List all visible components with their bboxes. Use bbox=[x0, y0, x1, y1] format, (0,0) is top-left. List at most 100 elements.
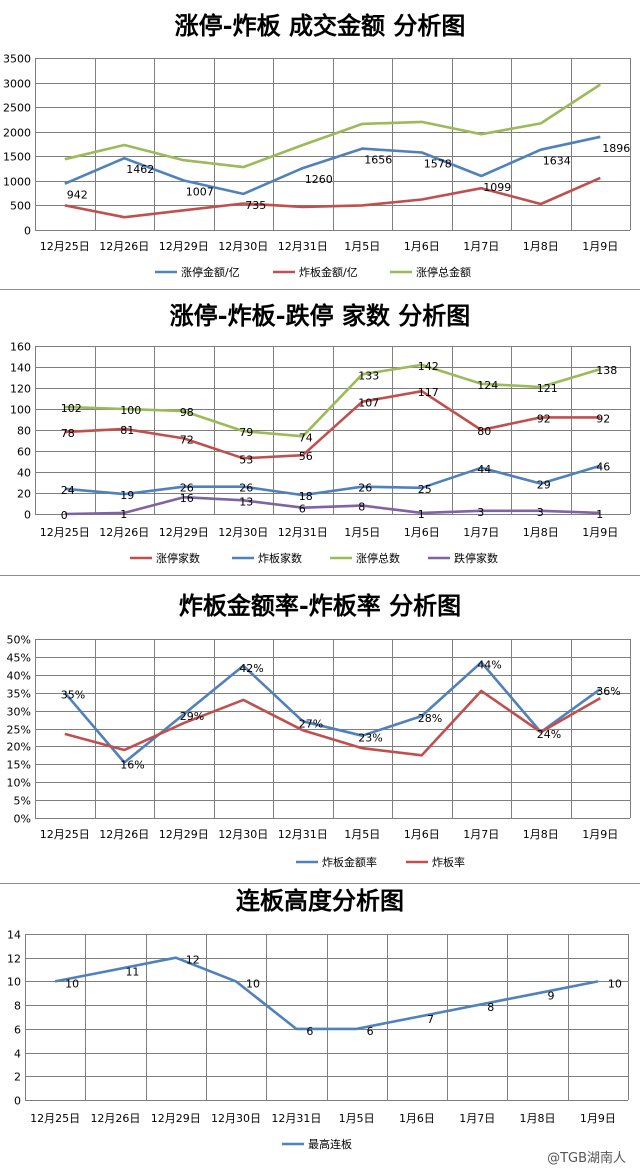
chart-panel-count: 涨停-炸板-跌停 家数 分析图 0 20 40 60 80 100 120 140 160 12月2… bbox=[0, 290, 640, 574]
data-label: 0 bbox=[61, 509, 68, 522]
data-label: 35% bbox=[61, 689, 85, 702]
x-tick-label: 1月6日 bbox=[404, 526, 440, 539]
x-tick-label: 1月9日 bbox=[582, 240, 618, 253]
data-label: 12 bbox=[186, 954, 200, 967]
y-tick-label: 14 bbox=[7, 929, 21, 942]
y-tick-label: 4 bbox=[14, 1048, 21, 1061]
y-tick-label: 1000 bbox=[3, 176, 31, 189]
series-line bbox=[64, 135, 601, 196]
data-label: 9 bbox=[548, 989, 555, 1002]
chart-title: 涨停-炸板 成交金额 分析图 bbox=[175, 11, 466, 40]
y-tick-label: 30% bbox=[7, 706, 31, 719]
data-label: 1656 bbox=[364, 154, 392, 167]
data-label: 46 bbox=[596, 461, 610, 474]
x-tick-label: 1月9日 bbox=[580, 1112, 616, 1125]
y-tick-label: 100 bbox=[10, 404, 31, 417]
chart-panel-height: 连板高度分析图 0 2 4 6 8 10 12 14 12月25日 12月26日 12月29日 12月3… bbox=[0, 884, 640, 1170]
series-line bbox=[64, 464, 601, 497]
y-tick-label: 120 bbox=[10, 383, 31, 396]
x-tick-label: 1月7日 bbox=[463, 526, 499, 539]
x-tick-label: 1月8日 bbox=[520, 1112, 556, 1125]
x-tick-label: 12月26日 bbox=[99, 526, 149, 539]
x-tick-label: 12月30日 bbox=[218, 240, 268, 253]
data-label: 100 bbox=[120, 404, 141, 417]
x-tick-label: 12月30日 bbox=[218, 526, 268, 539]
data-label: 8 bbox=[358, 501, 365, 514]
data-label: 1 bbox=[418, 508, 425, 521]
data-label: 8 bbox=[487, 1001, 494, 1014]
data-label: 26 bbox=[180, 482, 194, 495]
data-label: 6 bbox=[306, 1025, 313, 1038]
data-label: 942 bbox=[67, 189, 88, 202]
data-label: 80 bbox=[477, 425, 491, 438]
data-label: 10 bbox=[246, 977, 260, 990]
data-label: 121 bbox=[537, 382, 558, 395]
legend-label: 涨停家数 bbox=[156, 551, 200, 565]
data-label: 1260 bbox=[305, 173, 333, 186]
data-label: 56 bbox=[299, 450, 313, 463]
data-label: 26 bbox=[239, 482, 253, 495]
divider bbox=[0, 289, 640, 290]
legend-label: 涨停金额/亿 bbox=[181, 265, 240, 279]
x-tick-label: 12月26日 bbox=[99, 828, 149, 841]
x-tick-label: 1月8日 bbox=[523, 828, 559, 841]
x-tick-label: 12月30日 bbox=[218, 828, 268, 841]
data-label: 29 bbox=[537, 479, 551, 492]
data-label: 1 bbox=[596, 508, 603, 521]
data-label: 107 bbox=[358, 397, 379, 410]
y-tick-label: 2000 bbox=[3, 127, 31, 140]
x-tick-label: 1月9日 bbox=[582, 828, 618, 841]
x-tick-label: 1月5日 bbox=[344, 828, 380, 841]
series-line bbox=[54, 956, 599, 1031]
data-label: 44 bbox=[477, 463, 491, 476]
y-tick-label: 500 bbox=[10, 200, 31, 213]
x-tick-label: 12月25日 bbox=[30, 1112, 80, 1125]
x-tick-label: 1月6日 bbox=[399, 1112, 435, 1125]
legend-label: 涨停总数 bbox=[356, 551, 400, 565]
y-tick-label: 45% bbox=[7, 652, 31, 665]
data-label: 92 bbox=[537, 412, 551, 425]
data-label: 44% bbox=[477, 658, 501, 671]
data-label: 124 bbox=[477, 379, 498, 392]
data-label: 74 bbox=[299, 431, 313, 444]
data-label: 29% bbox=[180, 710, 204, 723]
data-label: 27% bbox=[299, 717, 323, 730]
y-tick-label: 3000 bbox=[3, 78, 31, 91]
chart-title: 连板高度分析图 bbox=[236, 886, 404, 915]
y-tick-label: 12 bbox=[7, 953, 21, 966]
legend-label: 跌停家数 bbox=[454, 551, 498, 565]
data-label: 102 bbox=[61, 402, 82, 415]
data-label: 19 bbox=[120, 489, 134, 502]
x-tick-label: 1月7日 bbox=[463, 240, 499, 253]
y-tick-label: 10% bbox=[7, 777, 31, 790]
data-label: 735 bbox=[245, 199, 266, 212]
data-label: 98 bbox=[180, 406, 194, 419]
data-label: 3 bbox=[477, 506, 484, 519]
series-line bbox=[64, 363, 601, 438]
data-label: 6 bbox=[299, 503, 306, 516]
y-tick-label: 3500 bbox=[3, 53, 31, 66]
data-label: 138 bbox=[596, 364, 617, 377]
y-tick-label: 5% bbox=[14, 795, 31, 808]
x-tick-label: 1月8日 bbox=[523, 240, 559, 253]
data-label: 42% bbox=[239, 662, 263, 675]
x-tick-label: 12月29日 bbox=[159, 828, 209, 841]
divider bbox=[0, 883, 640, 884]
legend-label: 最高连板 bbox=[308, 1137, 352, 1151]
data-label: 1007 bbox=[186, 186, 214, 199]
x-tick-label: 1月8日 bbox=[523, 526, 559, 539]
data-label: 10 bbox=[608, 977, 622, 990]
data-label: 53 bbox=[239, 453, 253, 466]
series-line bbox=[64, 689, 601, 757]
data-label: 24% bbox=[537, 728, 561, 741]
y-tick-label: 50% bbox=[7, 634, 31, 647]
data-label: 23% bbox=[358, 732, 382, 745]
series-line bbox=[64, 176, 601, 219]
y-tick-label: 80 bbox=[17, 425, 31, 438]
y-tick-label: 140 bbox=[10, 362, 31, 375]
x-tick-label: 12月31日 bbox=[278, 240, 328, 253]
x-tick-label: 12月31日 bbox=[278, 526, 328, 539]
x-tick-label: 12月31日 bbox=[271, 1112, 321, 1125]
amount-chart: 涨停-炸板 成交金额 分析图 0 500 1000 1500 2000 2500 3000 35… bbox=[3, 11, 631, 279]
y-tick-label: 35% bbox=[7, 688, 31, 701]
